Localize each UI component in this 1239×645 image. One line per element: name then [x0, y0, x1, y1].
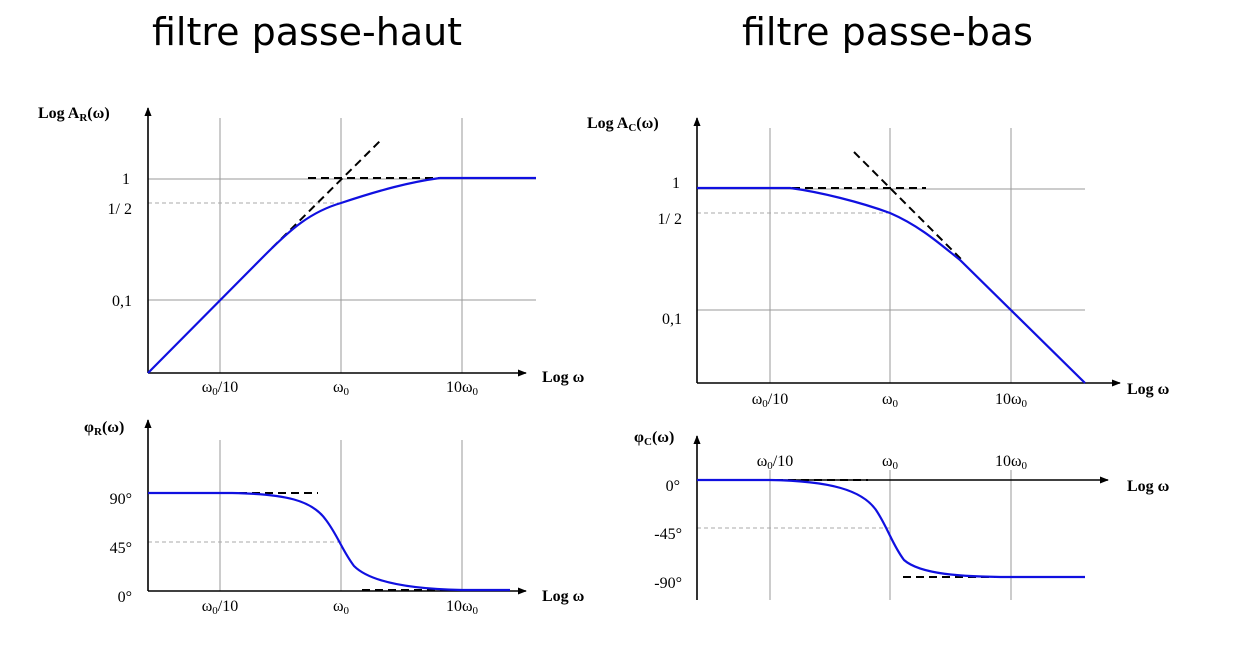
x-tick-label: 10ω0 — [446, 598, 479, 617]
high-pass-title: filtre passe-haut — [152, 10, 463, 54]
y-tick-label: 0,1 — [662, 311, 682, 328]
y-tick-label: -45° — [654, 526, 682, 543]
x-tick-label: 10ω0 — [995, 391, 1028, 410]
x-tick-label: 10ω0 — [995, 453, 1028, 472]
gain-curve — [697, 186, 1086, 384]
y-tick-label: 0,1 — [112, 293, 132, 310]
x-tick-label: ω0 — [882, 453, 899, 472]
low-pass-phase-plot: φC(ω) 0° -45° -90° ω0/10 ω0 10ω0 Log ω — [634, 429, 1170, 600]
y-axis-label: φC(ω) — [634, 429, 674, 448]
y-tick-label: 1/ 2 — [658, 211, 682, 228]
high-pass-gain-plot: Log AR(ω) 1 1/ 2 0,1 ω0/10 ω0 10ω0 Log ω — [38, 105, 585, 398]
gain-curve — [147, 176, 536, 374]
y-axis-label: Log AR(ω) — [38, 105, 110, 124]
x-tick-label: ω0/10 — [202, 379, 238, 398]
y-tick-label: 0° — [666, 478, 680, 495]
x-tick-label: ω0 — [333, 379, 350, 398]
x-axis-label: Log ω — [542, 588, 585, 605]
x-tick-label: ω0 — [333, 598, 350, 617]
x-tick-label: ω0/10 — [752, 391, 788, 410]
y-axis-label: φR(ω) — [84, 419, 124, 438]
low-pass-gain-plot: Log AC(ω) 1 1/ 2 0,1 ω0/10 ω0 10ω0 Log ω — [587, 115, 1170, 410]
y-tick-label: 90° — [110, 491, 132, 508]
y-tick-label: 1/ 2 — [108, 201, 132, 218]
high-pass-phase-plot: φR(ω) 90° 45° 0° ω0/10 ω0 10ω0 Log ω — [84, 419, 585, 617]
x-tick-label: ω0/10 — [757, 453, 793, 472]
x-axis-label: Log ω — [542, 369, 585, 386]
x-tick-label: ω0 — [882, 391, 899, 410]
y-tick-label: 1 — [672, 175, 680, 192]
x-axis-label: Log ω — [1127, 478, 1170, 495]
phase-curve — [148, 491, 510, 592]
y-tick-label: -90° — [654, 575, 682, 592]
y-tick-label: 45° — [110, 540, 132, 557]
phase-curve — [697, 478, 1085, 579]
x-axis-label: Log ω — [1127, 381, 1170, 398]
low-pass-title: filtre passe-bas — [742, 10, 1033, 54]
y-tick-label: 1 — [122, 171, 130, 188]
x-tick-label: ω0/10 — [202, 598, 238, 617]
y-tick-label: 0° — [118, 589, 132, 606]
y-axis-label: Log AC(ω) — [587, 115, 659, 134]
x-tick-label: 10ω0 — [446, 379, 479, 398]
